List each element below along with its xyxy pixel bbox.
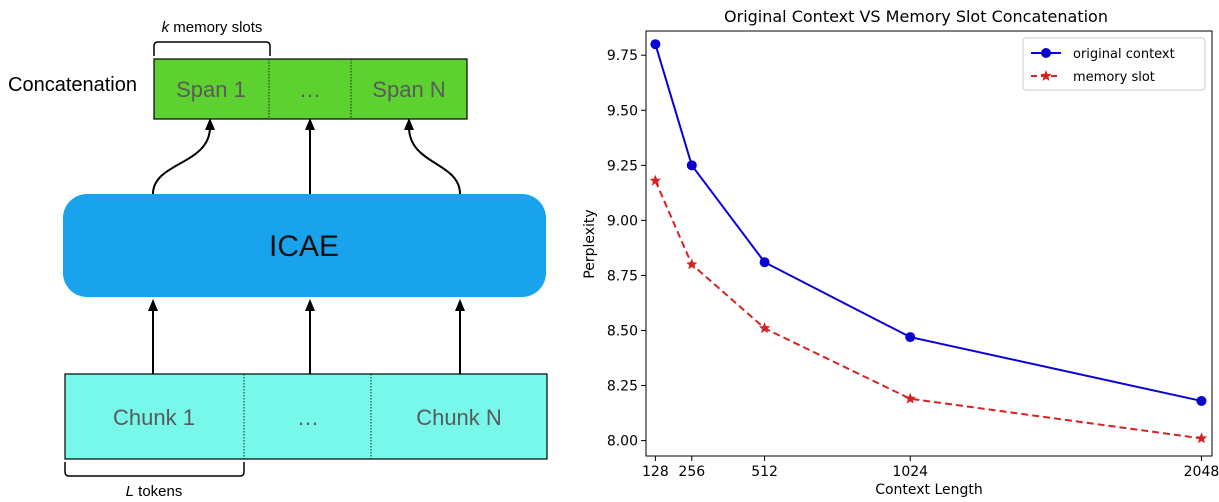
bottom-brace <box>64 462 245 477</box>
arrowhead <box>305 299 315 311</box>
series-layer <box>649 39 1208 444</box>
data-point-original-context <box>759 257 770 268</box>
legend-label-original-context: original context <box>1073 47 1175 62</box>
icae-label: ICAE <box>269 230 339 263</box>
data-point-original-context <box>650 39 661 50</box>
span-ellipsis-label: … <box>299 77 321 102</box>
data-point-original-context <box>905 332 916 343</box>
y-axis-ticks: 8.00 8.25 8.50 8.75 9.00 9.25 9.50 9.75 <box>607 48 646 450</box>
chunk-row <box>64 373 548 460</box>
data-point-memory-slot <box>686 258 698 270</box>
y-tick-label: 8.00 <box>607 434 638 450</box>
arrow-icae-to-span-1 <box>152 126 211 195</box>
arrow-icae-to-span-n <box>408 126 461 195</box>
chart-title: Original Context VS Memory Slot Concaten… <box>724 7 1108 26</box>
data-point-original-context <box>686 160 697 171</box>
x-tick-label: 1024 <box>892 464 928 480</box>
series-line-memory-slot <box>654 180 1202 440</box>
arrowhead <box>205 118 215 130</box>
series-line-original-context <box>654 43 1202 402</box>
legend-label-memory-slot: memory slot <box>1073 70 1155 85</box>
x-axis-label: Context Length <box>875 482 983 498</box>
chunk-ellipsis-label: … <box>297 405 319 430</box>
span-n-label: Span N <box>372 77 445 102</box>
chunk-1-label: Chunk 1 <box>113 405 195 430</box>
x-tick-label: 256 <box>678 464 705 480</box>
chunk-n-label: Chunk N <box>416 405 502 430</box>
data-point-memory-slot <box>904 392 916 404</box>
arrowhead <box>455 299 465 311</box>
x-tick-label: 128 <box>642 464 669 480</box>
legend-marker-original-context <box>1041 48 1051 58</box>
top-brace <box>153 41 271 56</box>
top-brace-label: k memory slots <box>162 19 263 36</box>
icae-block <box>63 194 546 297</box>
y-tick-label: 8.25 <box>607 379 638 395</box>
span-1-label: Span 1 <box>176 77 246 102</box>
data-point-memory-slot <box>758 322 771 334</box>
legend-marker-memory-slot <box>1040 70 1052 81</box>
y-tick-label: 9.50 <box>607 103 638 119</box>
icae-diagram: k memory slots Concatenation Span 1 … Sp… <box>8 19 548 500</box>
y-tick-label: 8.75 <box>607 268 638 284</box>
data-point-memory-slot <box>1195 432 1208 444</box>
arrowhead <box>404 118 414 130</box>
perplexity-chart: Original Context VS Memory Slot Concaten… <box>582 7 1219 498</box>
x-axis-ticks: 128 256 512 1024 2048 <box>642 456 1219 480</box>
data-point-memory-slot <box>649 174 662 186</box>
x-tick-label: 512 <box>751 464 778 480</box>
legend-box <box>1022 37 1206 91</box>
y-tick-label: 8.50 <box>607 323 638 339</box>
y-tick-label: 9.75 <box>607 48 638 64</box>
y-tick-label: 9.00 <box>607 213 638 229</box>
arrowhead <box>148 299 158 311</box>
arrowhead <box>305 118 315 130</box>
plot-frame <box>645 30 1213 457</box>
x-tick-label: 2048 <box>1184 464 1219 480</box>
y-tick-label: 9.25 <box>607 158 638 174</box>
bottom-brace-label: L tokens <box>126 483 183 500</box>
span-row <box>153 58 468 120</box>
legend: original context memory slot <box>1022 37 1206 91</box>
concatenation-label: Concatenation <box>8 74 137 96</box>
y-axis-label: Perplexity <box>582 209 598 278</box>
data-point-original-context <box>1196 395 1207 406</box>
